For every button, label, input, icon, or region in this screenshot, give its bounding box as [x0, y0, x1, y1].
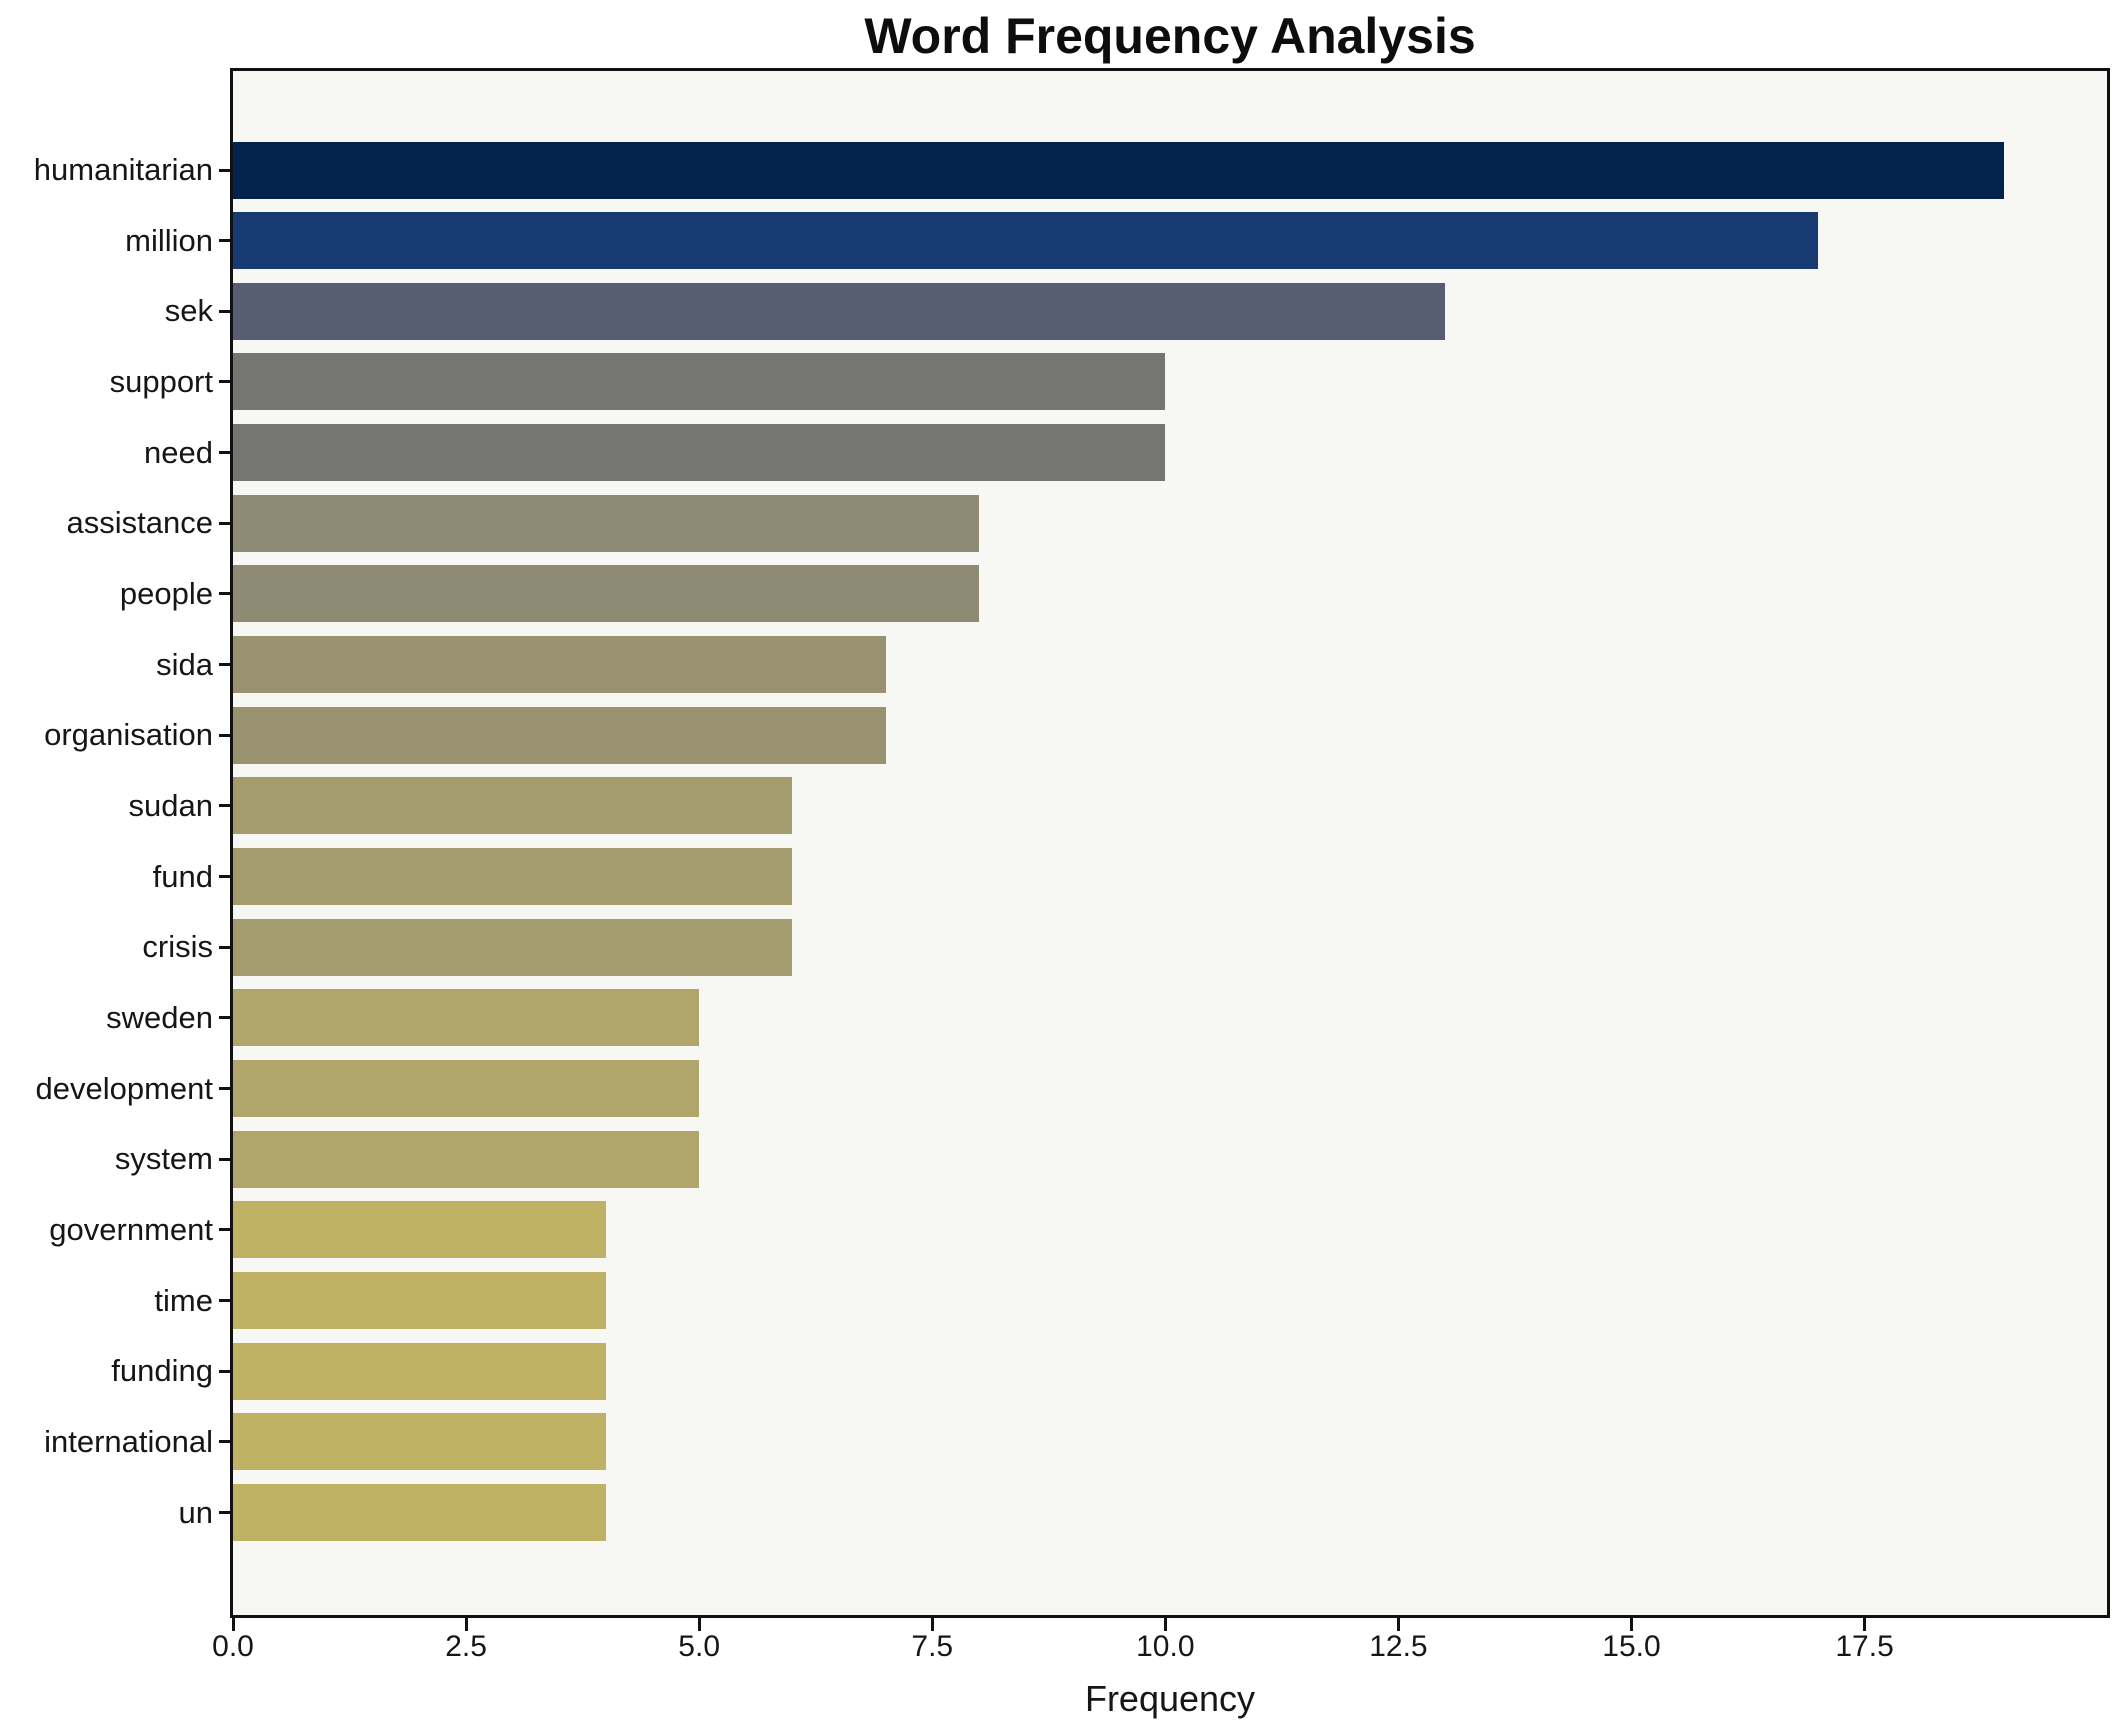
y-tick-organisation	[219, 733, 233, 737]
chart-title: Word Frequency Analysis	[864, 8, 1476, 64]
x-tick-label-15.0: 15.0	[1602, 1630, 1661, 1663]
y-label-sida: sida	[156, 646, 213, 682]
y-tick-time	[219, 1299, 233, 1303]
x-tick-label-0.0: 0.0	[212, 1630, 254, 1663]
bar-fund	[233, 848, 793, 906]
y-tick-international	[219, 1440, 233, 1444]
y-tick-need	[219, 451, 233, 455]
y-label-million: million	[125, 222, 213, 258]
bar-system	[233, 1130, 700, 1188]
y-label-sweden: sweden	[106, 999, 213, 1035]
bar-people	[233, 565, 979, 623]
y-tick-sek	[219, 309, 233, 313]
y-label-assistance: assistance	[66, 505, 213, 541]
bar-crisis	[233, 918, 793, 976]
x-tick-0.0	[231, 1618, 235, 1631]
x-tick-2.5	[464, 1618, 468, 1631]
y-tick-development	[219, 1087, 233, 1091]
bar-sweden	[233, 989, 700, 1047]
y-tick-system	[219, 1157, 233, 1161]
x-tick-label-10.0: 10.0	[1136, 1630, 1195, 1663]
y-tick-people	[219, 592, 233, 596]
bar-sida	[233, 636, 886, 694]
bar-sudan	[233, 777, 793, 835]
bar-government	[233, 1201, 606, 1259]
bar-need	[233, 424, 1166, 482]
y-tick-sweden	[219, 1016, 233, 1020]
x-tick-10.0	[1163, 1618, 1167, 1631]
y-label-sek: sek	[164, 293, 213, 329]
y-label-crisis: crisis	[142, 929, 213, 965]
y-label-fund: fund	[152, 858, 213, 894]
y-label-sudan: sudan	[128, 787, 213, 823]
y-label-system: system	[114, 1141, 213, 1177]
y-tick-humanitarian	[219, 168, 233, 172]
y-label-government: government	[49, 1211, 213, 1247]
bar-million	[233, 212, 1818, 270]
x-tick-label-5.0: 5.0	[678, 1630, 721, 1663]
bar-humanitarian	[233, 141, 2005, 199]
x-tick-5.0	[697, 1618, 701, 1631]
x-tick-label-2.5: 2.5	[445, 1630, 487, 1663]
x-tick-15.0	[1630, 1618, 1633, 1631]
y-label-organisation: organisation	[44, 717, 213, 753]
x-tick-label-12.5: 12.5	[1369, 1630, 1428, 1663]
y-tick-sida	[219, 663, 233, 667]
y-label-funding: funding	[111, 1353, 213, 1389]
bar-assistance	[233, 494, 979, 552]
y-tick-sudan	[219, 804, 233, 808]
y-label-international: international	[44, 1423, 213, 1459]
x-tick-label-7.5: 7.5	[911, 1630, 954, 1663]
y-tick-un	[219, 1511, 233, 1515]
y-tick-million	[219, 239, 233, 243]
bar-development	[233, 1060, 700, 1118]
y-label-un: un	[178, 1494, 213, 1530]
y-label-need: need	[144, 434, 213, 470]
bar-funding	[233, 1342, 606, 1400]
x-tick-label-17.5: 17.5	[1835, 1630, 1894, 1663]
y-tick-support	[219, 380, 233, 384]
y-tick-crisis	[219, 945, 233, 949]
y-label-time: time	[154, 1282, 213, 1318]
y-label-humanitarian: humanitarian	[33, 152, 213, 187]
x-tick-12.5	[1396, 1618, 1400, 1631]
x-tick-17.5	[1863, 1618, 1867, 1631]
bar-support	[233, 353, 1166, 411]
y-tick-assistance	[219, 521, 233, 525]
x-tick-7.5	[930, 1618, 934, 1631]
bar-time	[233, 1272, 606, 1330]
y-tick-government	[219, 1228, 233, 1232]
y-label-development: development	[35, 1070, 213, 1106]
x-axis-title: Frequency	[1084, 1678, 1256, 1719]
y-label-support: support	[109, 363, 213, 399]
bar-international	[233, 1413, 606, 1471]
bar-organisation	[233, 706, 886, 764]
bar-un	[233, 1484, 606, 1542]
y-tick-fund	[219, 875, 233, 879]
bar-sek	[233, 282, 1446, 340]
y-tick-funding	[219, 1369, 233, 1373]
y-label-people: people	[119, 575, 213, 611]
